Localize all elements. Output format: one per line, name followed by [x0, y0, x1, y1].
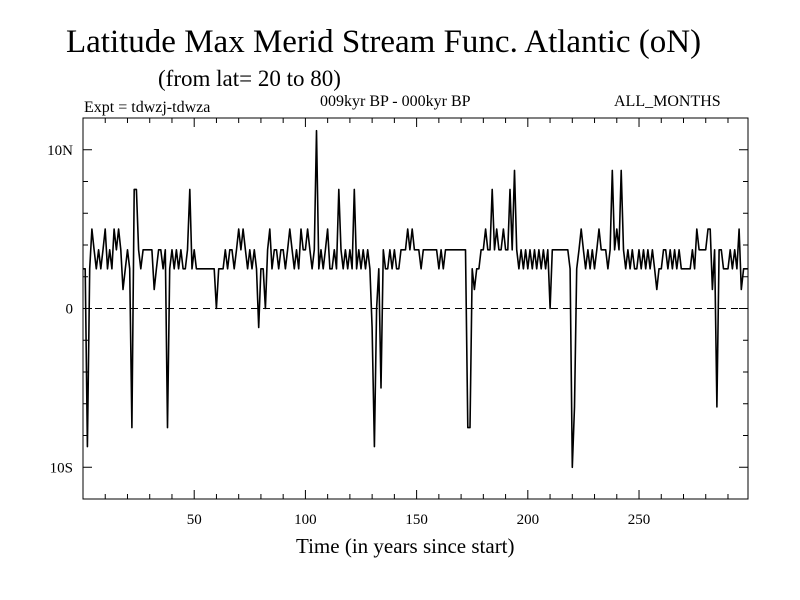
x-tick-label: 250	[628, 512, 651, 528]
y-tick-label: 10N	[47, 143, 73, 159]
series-line	[83, 129, 748, 469]
x-tick-label: 200	[517, 512, 540, 528]
x-tick-label: 100	[294, 512, 317, 528]
x-tick-label: 50	[187, 512, 202, 528]
x-tick-label: 150	[405, 512, 428, 528]
experiment-label: Expt = tdwzj-tdwza	[84, 99, 211, 116]
y-tick-label: 0	[66, 302, 74, 318]
months-label: ALL_MONTHS	[614, 93, 721, 110]
axis-ticks	[83, 118, 748, 499]
period-label: 009kyr BP - 000kyr BP	[320, 93, 471, 110]
axis-tick-labels: 50 100 150 200 250 10N 0 10S	[47, 143, 650, 528]
y-tick-label: 10S	[50, 460, 73, 476]
chart-subtitle: (from lat= 20 to 80)	[158, 66, 341, 91]
x-axis-label: Time (in years since start)	[296, 534, 515, 558]
chart-title: Latitude Max Merid Stream Func. Atlantic…	[66, 24, 702, 60]
